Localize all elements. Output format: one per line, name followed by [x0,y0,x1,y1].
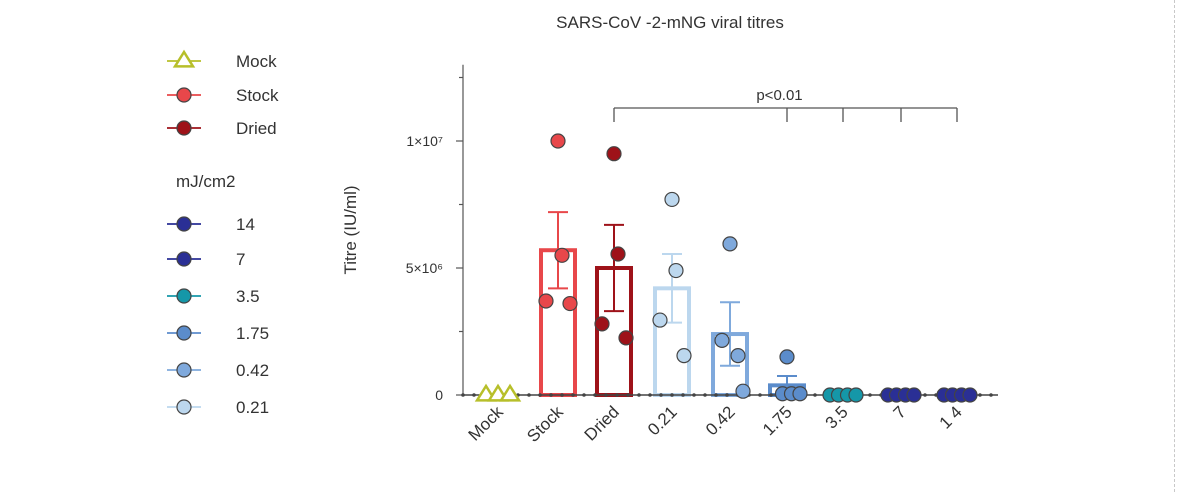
legend-entry-mock-label: Mock [236,52,277,71]
x-axis-dot [978,393,982,397]
point-1-75 [792,386,808,402]
x-tick-label: 7 [890,402,910,422]
legend-entry-stock-label: Stock [236,86,279,105]
x-axis-dot [868,393,872,397]
point-dried [594,316,610,332]
x-axis-dot [758,393,762,397]
x-axis-dot [692,393,696,397]
point-dried [610,246,626,262]
chart-title: SARS-CoV -2-mNG viral titres [556,13,784,32]
x-axis-dot [549,393,553,397]
point-stock [550,133,566,149]
x-axis-dot [604,393,608,397]
legend-subtitle: mJ/cm2 [176,172,236,191]
x-axis-dot [472,393,476,397]
point-0-21 [668,262,684,279]
legend-dose-0-21-label: 0.21 [236,398,269,417]
x-axis-dot [648,393,652,397]
page-border [1174,0,1175,492]
legend-dose-14-label: 14 [236,215,255,234]
y-tick-label: 5×10⁶ [406,260,443,276]
point-0-21 [652,312,668,328]
point-stock [562,295,578,312]
legend-dose-0-21-marker [176,399,192,415]
x-axis-dot [769,393,773,397]
x-axis-dot [461,393,465,397]
point-dried [606,146,622,162]
legend-entry-dried-marker [176,120,192,136]
x-tick-label: Mock [465,402,508,445]
legend-dose-1-75-label: 1.75 [236,324,269,343]
point-1-75 [779,349,795,365]
x-axis-dot [703,393,707,397]
x-tick-label: 1.75 [759,402,796,439]
point-0-42 [714,332,730,348]
x-tick-label: 0.21 [644,402,681,439]
point-stock [538,293,554,309]
legend-dose-0-42-marker [176,362,192,378]
legend-dose-7-marker [176,251,192,267]
significance-label: p<0.01 [756,87,802,104]
x-axis-dot [725,393,729,397]
x-axis-dot [637,393,641,397]
x-axis-dot [681,393,685,397]
y-axis-label: Titre (IU/ml) [341,185,360,274]
point-0-42 [730,348,746,364]
legend-entry-stock-marker [176,87,192,103]
x-axis-dot [714,393,718,397]
x-axis-dot [615,393,619,397]
x-tick-label: 0.42 [702,402,739,439]
x-axis-dot [527,393,531,397]
x-axis-dot [626,393,630,397]
x-axis-dot [670,393,674,397]
x-axis-dot [571,393,575,397]
x-tick-label: 3.5 [822,402,852,432]
legend-dose-1-75-marker [176,325,192,341]
x-axis-dot [989,393,993,397]
x-tick-label: Stock [523,402,567,446]
y-tick-label: 0 [435,387,443,403]
x-axis-dot [923,393,927,397]
x-axis-dot [659,393,663,397]
point-14 [962,387,978,403]
legend-dose-3-5-marker [176,288,192,304]
point-dried [618,330,634,346]
plot-area: 0 5×10⁶ 1×10⁷ Mock Stock Dried 0.21 0.42 1.75 3.5… [406,64,998,446]
y-tick-label: 1×10⁷ [406,133,443,149]
legend-entry-dried-label: Dried [236,119,277,138]
x-axis-dot [813,393,817,397]
legend-dose-3-5-label: 3.5 [236,287,260,306]
point-7 [906,387,922,403]
legend: Mock Stock Dried mJ/cm2 14 7 3.5 1.75 0.42 0.21 [167,49,279,417]
legend-dose-14-marker [176,216,192,232]
point-0-21 [664,191,680,208]
legend-dose-7-label: 7 [236,250,245,269]
point-3-5 [848,387,864,403]
x-tick-label: 1 4 [936,402,966,432]
point-0-42 [722,236,738,252]
x-axis-dot [560,393,564,397]
point-stock [554,247,570,263]
point-0-21 [676,348,692,364]
legend-dose-0-42-label: 0.42 [236,361,269,380]
legend-entry-mock-marker [172,49,196,68]
point-mock [498,383,522,402]
point-0-42 [735,383,751,399]
x-axis-dot [582,393,586,397]
x-axis-dot [538,393,542,397]
x-axis-dot [593,393,597,397]
x-tick-label: Dried [581,402,623,444]
